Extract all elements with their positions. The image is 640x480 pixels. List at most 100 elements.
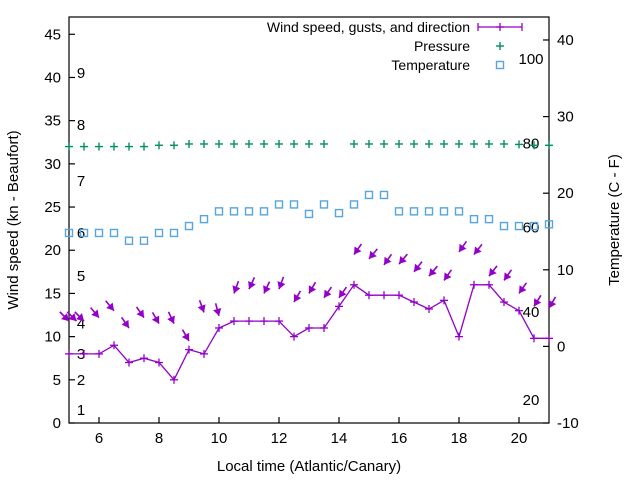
gust-arrow-head: [136, 309, 144, 318]
gust-arrow: [248, 276, 256, 290]
x-tick-label: 8: [155, 430, 163, 447]
y-tick-label: 35: [44, 113, 61, 130]
temperature-marker: [364, 190, 374, 200]
gust-arrow: [458, 240, 468, 253]
gust-arrow: [263, 281, 271, 294]
gust-arrow: [323, 286, 333, 299]
gust-arrow: [503, 269, 513, 281]
fahrenheit-label: 100: [518, 51, 543, 68]
y2-tick-label: 40: [557, 32, 574, 49]
gust-arrow-head: [181, 332, 190, 341]
temperature-marker: [94, 228, 104, 238]
plot-frame-group: [68, 16, 550, 424]
temperature-series: [64, 190, 554, 245]
gust-arrow: [518, 282, 528, 294]
gust-arrow-head: [277, 281, 286, 290]
gust-arrow-head: [459, 243, 467, 252]
x-tick-label: 6: [95, 430, 103, 447]
gust-arrow-head: [91, 309, 99, 318]
temperature-marker: [304, 209, 314, 219]
beaufort-label: 8: [77, 117, 85, 134]
temperature-marker: [184, 221, 194, 231]
legend-label: Temperature: [391, 57, 470, 73]
pressure-series: [65, 139, 553, 151]
beaufort-scale-labels: 123456789: [77, 65, 85, 419]
y-tick-label: 10: [44, 329, 61, 346]
temperature-marker: [379, 190, 389, 200]
gust-arrow: [105, 300, 115, 312]
temperature-marker: [349, 200, 359, 209]
gust-arrow: [548, 296, 557, 309]
temperature-marker: [499, 221, 509, 231]
temperature-marker: [289, 200, 299, 209]
temperature-marker: [274, 200, 284, 209]
temperature-marker: [439, 207, 449, 216]
gust-arrow-head: [548, 299, 557, 309]
plot-border: [68, 16, 550, 424]
y2-tick-label: 30: [557, 109, 574, 126]
y2-tick-label: 10: [557, 262, 574, 279]
beaufort-label: 5: [77, 268, 85, 285]
gust-arrow-head: [151, 315, 160, 324]
gust-arrow: [181, 329, 190, 342]
fahrenheit-label: 20: [523, 392, 540, 409]
y2-tick-label: 20: [557, 185, 574, 202]
gust-arrow-head: [369, 250, 377, 259]
gust-arrow-head: [324, 289, 332, 298]
temperature-marker: [214, 207, 224, 216]
gust-arrow-head: [248, 280, 256, 290]
wind-speed-series: [65, 280, 553, 384]
gust-arrow-head: [167, 315, 175, 324]
gust-arrow-head: [61, 313, 69, 322]
y-tick-label: 0: [53, 415, 61, 432]
gust-arrow: [74, 311, 85, 322]
gust-arrow: [413, 261, 423, 273]
gust-arrow-head: [308, 285, 317, 294]
gust-arrow: [383, 253, 393, 266]
gust-arrow-head: [474, 246, 482, 255]
gust-arrow-head: [76, 313, 84, 322]
y2-tick-label: 0: [557, 338, 565, 355]
y2-axis-title: Temperature (C - F): [606, 154, 623, 286]
gust-arrow-head: [263, 285, 271, 294]
gust-arrow: [293, 290, 302, 303]
temperature-marker: [124, 236, 134, 245]
temperature-marker: [79, 228, 89, 238]
gust-arrow-head: [414, 263, 422, 272]
gust-direction-arrows: [59, 240, 557, 342]
gust-arrow-head: [504, 272, 512, 281]
gust-arrow: [232, 280, 241, 294]
y-tick-label: 5: [53, 372, 61, 389]
gust-arrow-head: [399, 255, 407, 265]
temperature-marker: [64, 228, 74, 238]
y-tick-label: 20: [44, 242, 61, 259]
gust-arrow: [151, 312, 160, 325]
y-tick-label: 30: [44, 156, 61, 173]
axis-titles: Local time (Atlantic/Canary) Wind speed (…: [5, 130, 623, 475]
temperature-marker: [469, 214, 479, 224]
temperature-marker: [139, 236, 149, 245]
gust-arrow-head: [121, 319, 129, 328]
x-tick-label: 12: [271, 430, 288, 447]
fahrenheit-label: 80: [523, 135, 540, 152]
gust-arrow: [338, 286, 348, 299]
x-tick-label: 18: [451, 430, 468, 447]
beaufort-label: 9: [77, 65, 85, 82]
gust-arrow-head: [197, 304, 206, 313]
x-tick-label: 10: [211, 430, 228, 447]
y-tick-label: 15: [44, 285, 61, 302]
x-tick-label: 14: [331, 430, 348, 447]
temperature-marker: [514, 221, 524, 231]
temperature-marker: [199, 214, 209, 224]
temperature-marker: [259, 207, 269, 216]
wind-speed-line: [69, 283, 549, 381]
temperature-marker: [424, 207, 434, 216]
gust-arrow-head: [68, 313, 77, 322]
beaufort-label: 4: [77, 316, 85, 333]
temperature-marker: [544, 220, 554, 229]
temperature-marker: [454, 207, 464, 216]
gust-arrow: [533, 294, 542, 307]
